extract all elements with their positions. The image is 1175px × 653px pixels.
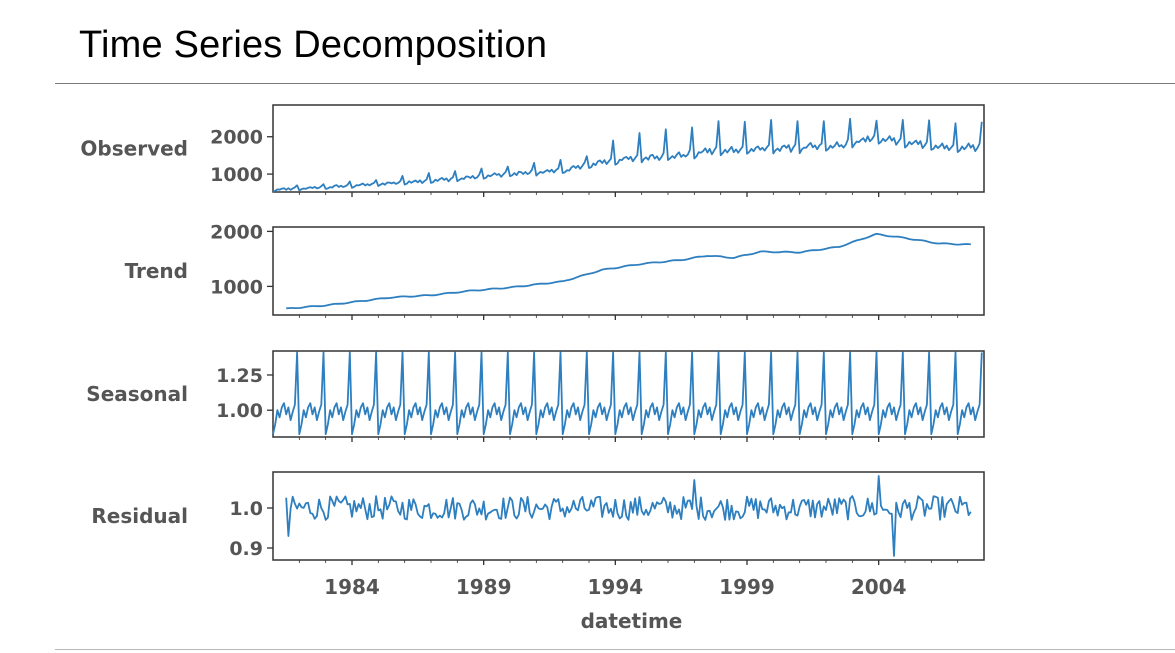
title-divider <box>55 83 1175 84</box>
ytick-label: 2000 <box>210 221 263 243</box>
xtick-label: 1984 <box>324 575 380 599</box>
series-line-observed <box>272 117 983 193</box>
ytick-label: 1.25 <box>216 365 263 387</box>
panel-frame-seasonal <box>272 350 985 438</box>
xlabel: datetime <box>581 609 683 633</box>
panel-frame-residual <box>272 471 985 561</box>
series-line-residual <box>285 475 972 557</box>
xtick-label: 1994 <box>587 575 643 599</box>
series-line-trend <box>286 232 971 310</box>
ytick-label: 1.0 <box>229 498 263 520</box>
panel-frame-trend <box>272 226 985 316</box>
ylabel-observed: Observed <box>80 137 188 161</box>
ylabel-residual: Residual <box>91 504 188 528</box>
ytick-label: 1.00 <box>216 400 263 422</box>
series-line-seasonal <box>272 351 983 436</box>
ylabel-seasonal: Seasonal <box>86 382 188 406</box>
bottom-divider <box>55 649 1175 650</box>
ytick-label: 1000 <box>210 164 263 186</box>
panel-frame-observed <box>272 104 985 193</box>
xtick-label: 2004 <box>851 575 907 599</box>
ytick-label: 1000 <box>210 276 263 298</box>
ytick-label: 0.9 <box>229 538 263 560</box>
xtick-label: 1989 <box>456 575 512 599</box>
xtick-label: 1999 <box>719 575 775 599</box>
page-title: Time Series Decomposition <box>79 24 548 66</box>
ylabel-trend: Trend <box>125 259 188 283</box>
ytick-label: 2000 <box>210 127 263 149</box>
